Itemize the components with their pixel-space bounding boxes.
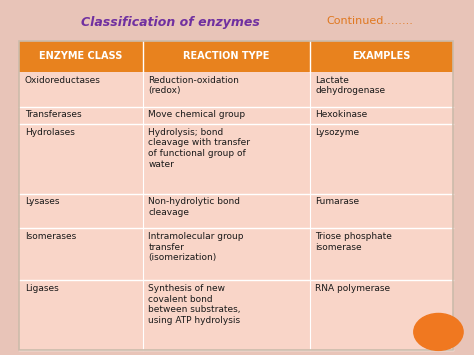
Text: Move chemical group: Move chemical group (148, 110, 246, 119)
FancyBboxPatch shape (19, 41, 453, 72)
Text: Classification of enzymes: Classification of enzymes (81, 16, 260, 29)
Text: Continued……..: Continued…….. (326, 16, 413, 26)
Text: Synthesis of new
covalent bond
between substrates,
using ATP hydrolysis: Synthesis of new covalent bond between s… (148, 284, 241, 325)
Text: Oxidoreductases: Oxidoreductases (25, 76, 100, 84)
Text: Isomerases: Isomerases (25, 232, 76, 241)
Text: Triose phosphate
isomerase: Triose phosphate isomerase (315, 232, 392, 252)
Text: RNA polymerase: RNA polymerase (315, 284, 391, 293)
Circle shape (414, 313, 463, 350)
FancyBboxPatch shape (19, 41, 453, 350)
Text: Lysases: Lysases (25, 197, 59, 206)
Text: REACTION TYPE: REACTION TYPE (183, 51, 269, 61)
Text: Transferases: Transferases (25, 110, 81, 119)
Text: Fumarase: Fumarase (315, 197, 359, 206)
Text: Ligases: Ligases (25, 284, 58, 293)
Text: Lysozyme: Lysozyme (315, 128, 359, 137)
Text: Reduction-oxidation
(redox): Reduction-oxidation (redox) (148, 76, 239, 95)
Text: Lactate
dehydrogenase: Lactate dehydrogenase (315, 76, 385, 95)
Text: Intramolecular group
transfer
(isomerization): Intramolecular group transfer (isomeriza… (148, 232, 244, 262)
Text: Non-hydrolytic bond
cleavage: Non-hydrolytic bond cleavage (148, 197, 240, 217)
Text: EXAMPLES: EXAMPLES (352, 51, 410, 61)
Text: ENZYME CLASS: ENZYME CLASS (39, 51, 122, 61)
Text: Hydrolysis; bond
cleavage with transfer
of functional group of
water: Hydrolysis; bond cleavage with transfer … (148, 128, 250, 169)
Text: Hexokinase: Hexokinase (315, 110, 367, 119)
Text: Hydrolases: Hydrolases (25, 128, 74, 137)
